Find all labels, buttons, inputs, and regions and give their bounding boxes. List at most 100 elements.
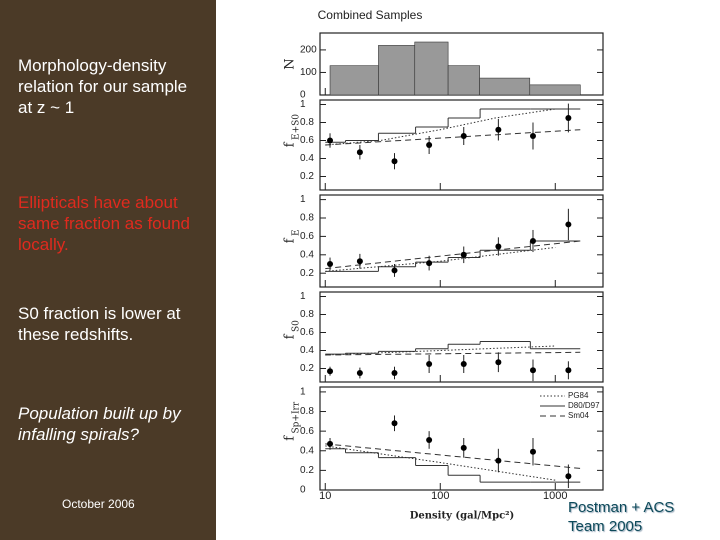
side-panel <box>0 0 216 540</box>
fit-line <box>325 246 556 272</box>
y-tick-label: 0.8 <box>300 309 314 320</box>
legend-label: Sm04 <box>568 411 589 420</box>
data-point <box>327 368 334 375</box>
data-point <box>460 444 467 451</box>
data-point <box>426 361 433 367</box>
y-tick-label: 0 <box>300 90 306 101</box>
y-axis-label-text: N <box>283 58 298 69</box>
chart-title: Combined Samples <box>318 8 423 22</box>
data-point <box>391 158 398 165</box>
data-point <box>356 258 363 265</box>
y-tick-label: 0.8 <box>300 213 314 224</box>
data-point <box>565 473 572 480</box>
data-point <box>495 359 502 366</box>
fit-line <box>325 240 581 270</box>
y-tick-label: 1 <box>300 387 306 398</box>
y-axis-label-sub: S0 <box>292 320 302 332</box>
data-point <box>327 261 334 267</box>
data-point <box>391 267 398 274</box>
histogram-bar <box>529 84 581 96</box>
y-axis-label-text: f <box>283 141 298 147</box>
y-tick-label: 0.4 <box>300 445 314 456</box>
data-point <box>426 436 433 443</box>
y-axis-label-sub: Sp+Irr <box>292 401 302 433</box>
y-tick-label: 0.6 <box>300 426 314 437</box>
y-axis-label-text: f <box>283 435 298 441</box>
y-tick-label: 0.2 <box>300 363 314 374</box>
y-tick-label: 0.4 <box>300 153 314 164</box>
y-tick-label: 0.4 <box>300 345 314 356</box>
x-axis-label: Density (gal/Mpc²) <box>410 511 515 522</box>
y-tick-label: 0.2 <box>300 465 314 476</box>
y-tick-label: 100 <box>300 67 317 78</box>
y-tick-label: 0.6 <box>300 327 314 338</box>
data-point <box>495 243 502 250</box>
heading: Morphology-density relation for our samp… <box>18 56 188 117</box>
data-point <box>495 126 502 133</box>
x-tick-label: 100 <box>431 490 449 502</box>
y-tick-label: 200 <box>300 45 317 56</box>
y-axis-label: fE+S0 <box>283 114 302 148</box>
legend-label: D80/D97 <box>568 401 600 410</box>
histogram-bar <box>479 77 531 96</box>
bullet: S0 fraction is lower at these redshifts. <box>18 304 181 344</box>
data-point <box>327 440 334 447</box>
data-point <box>426 260 433 267</box>
x-tick-label: 1000 <box>543 490 567 502</box>
data-point <box>426 142 433 148</box>
y-tick-label: 0.6 <box>300 135 314 146</box>
bullet: Ellipticals have about same fraction as … <box>18 193 190 254</box>
data-point <box>529 133 536 139</box>
y-tick-label: 0.2 <box>300 171 314 182</box>
data-point <box>529 367 536 374</box>
data-point <box>529 448 536 455</box>
y-tick-label: 0.4 <box>300 249 314 260</box>
data-point <box>495 457 502 464</box>
bullet: Population built up by infalling spirals… <box>18 404 181 444</box>
y-axis-label-sub: E <box>292 229 302 236</box>
fit-line <box>325 108 556 146</box>
histogram-bar <box>414 41 449 96</box>
panel-frame <box>319 291 604 383</box>
panel-frame <box>319 99 604 191</box>
data-point <box>327 137 334 144</box>
data-point <box>391 370 398 376</box>
data-point <box>356 149 363 156</box>
date: October 2006 <box>62 497 135 511</box>
data-point <box>356 370 363 376</box>
x-tick-label: 10 <box>319 490 331 502</box>
data-point <box>460 251 467 258</box>
fit-line <box>325 129 581 146</box>
y-tick-label: 0.2 <box>300 268 314 279</box>
y-tick-label: 0.8 <box>300 406 314 417</box>
legend-label: PG84 <box>568 391 589 400</box>
y-axis-label-sub: E+S0 <box>292 114 302 140</box>
data-point <box>391 420 398 427</box>
y-tick-label: 0.6 <box>300 231 314 242</box>
data-point <box>529 238 536 244</box>
histogram-bar <box>447 65 480 96</box>
data-point <box>565 221 572 228</box>
histogram-bar <box>329 65 379 96</box>
data-point <box>460 361 467 367</box>
credit: Postman + ACS Team 2005 <box>568 499 675 535</box>
fit-line <box>325 443 581 469</box>
data-point <box>460 133 467 139</box>
fit-line <box>325 351 581 356</box>
data-point <box>565 367 572 374</box>
data-point <box>565 115 572 121</box>
y-tick-label: 0.8 <box>300 117 314 128</box>
y-axis-label-text: f <box>283 333 298 339</box>
y-axis-label: fE <box>283 229 302 243</box>
y-axis-label: fS0 <box>283 320 302 340</box>
y-tick-label: 1 <box>300 194 306 205</box>
y-tick-label: 1 <box>300 291 306 302</box>
y-tick-label: 1 <box>300 99 306 110</box>
y-axis-label: N <box>283 58 298 69</box>
y-axis-label-text: f <box>283 237 298 243</box>
y-tick-label: 0 <box>300 485 306 496</box>
histogram-bar <box>378 45 416 96</box>
fit-line <box>325 445 556 481</box>
